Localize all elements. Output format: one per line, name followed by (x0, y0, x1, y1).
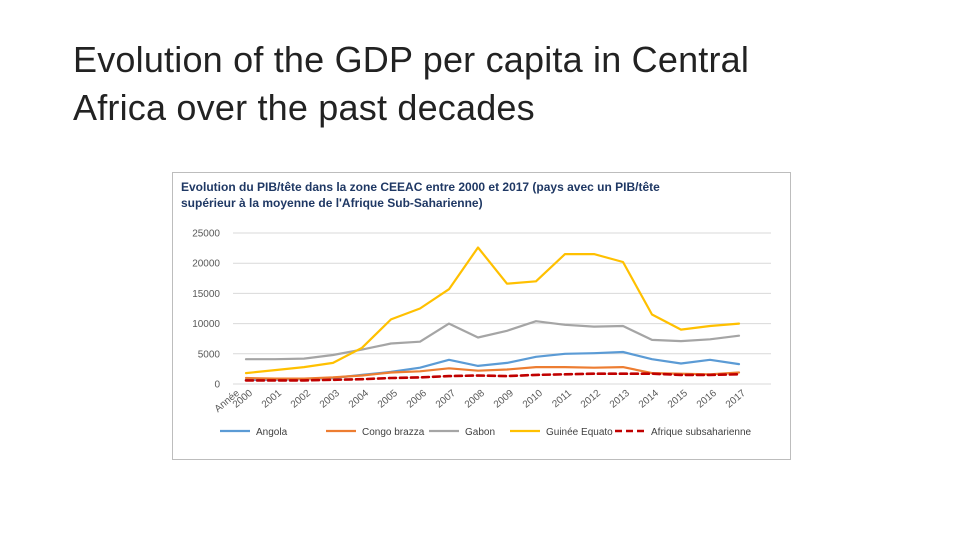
x-tick-label: 2005 (376, 388, 400, 411)
x-tick-label: 2008 (463, 388, 487, 411)
y-tick-label: 5000 (198, 349, 221, 360)
slide-title-line-1: Evolution of the GDP per capita in Centr… (73, 39, 750, 80)
x-tick-label: 2011 (550, 388, 574, 411)
x-tick-label: 2007 (434, 388, 458, 411)
x-tick-label: 2004 (347, 388, 371, 411)
x-tick-label: 2012 (579, 388, 603, 411)
series-line-afrique-subsaharienne (244, 372, 741, 382)
x-tick-label: 2014 (637, 388, 661, 411)
x-tick-label: 2002 (289, 388, 313, 411)
x-tick-label: 2006 (405, 388, 429, 411)
x-tick-label: 2017 (724, 388, 748, 411)
chart-title: Evolution du PIB/tête dans la zone CEEAC… (181, 179, 786, 211)
slide-title: Evolution of the GDP per capita in Centr… (73, 36, 893, 132)
y-tick-label: 10000 (192, 319, 220, 330)
legend-label: Guinée Equato (546, 427, 613, 438)
legend-label: Afrique subsaharienne (651, 427, 752, 438)
y-tick-label: 15000 (192, 289, 220, 300)
chart-figure: Evolution du PIB/tête dans la zone CEEAC… (172, 172, 791, 460)
legend-label: Angola (256, 427, 288, 438)
legend-label: Congo brazza (362, 427, 425, 438)
series-line-gabon (244, 320, 741, 361)
x-tick-label: 2016 (695, 388, 719, 411)
x-tick-label: 2003 (318, 388, 342, 411)
x-tick-label: 2009 (492, 388, 516, 411)
x-tick-label: 2015 (666, 388, 690, 411)
series-line-guin-e-equato (244, 246, 741, 375)
legend-label: Gabon (465, 427, 495, 438)
slide-title-line-2: Africa over the past decades (73, 87, 535, 128)
chart-title-line-2: supérieur à la moyenne de l'Afrique Sub-… (181, 196, 483, 210)
x-tick-label: 2001 (260, 388, 284, 411)
x-tick-label: 2013 (608, 388, 632, 411)
y-tick-label: 0 (214, 380, 220, 391)
x-tick-label: 2010 (521, 388, 545, 411)
y-tick-label: 20000 (192, 259, 220, 270)
y-tick-label: 25000 (192, 229, 220, 240)
chart-title-line-1: Evolution du PIB/tête dans la zone CEEAC… (181, 180, 660, 194)
